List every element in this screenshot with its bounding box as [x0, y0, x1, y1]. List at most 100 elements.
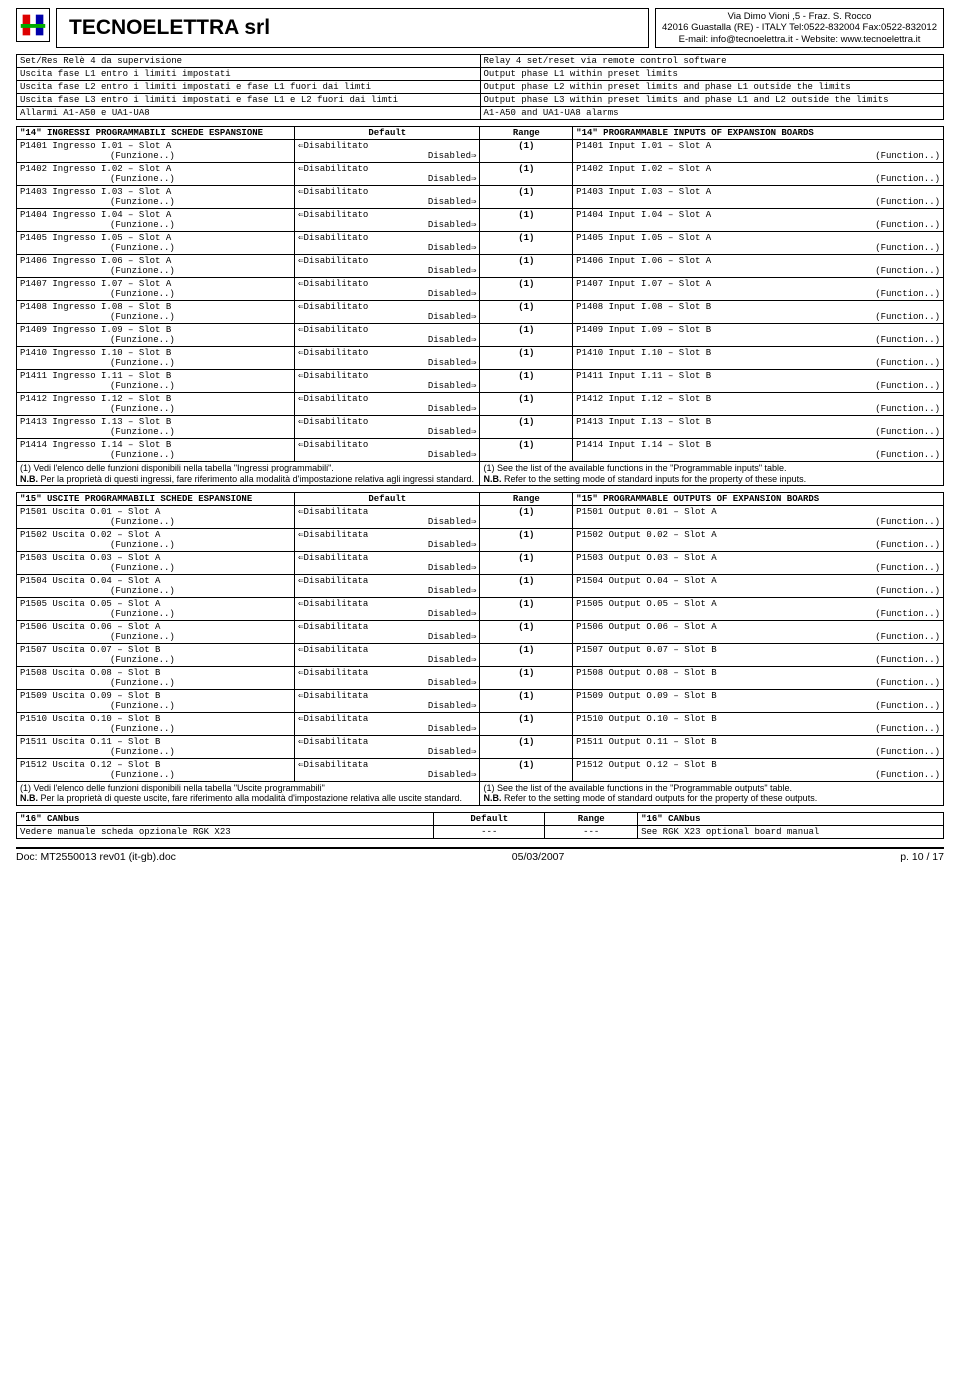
section14-row-4-it: P1405 Ingresso I.05 – Slot A(Funzione..): [17, 232, 295, 255]
section14-row-5-range: (1): [480, 255, 573, 278]
s14-h-it: "14" INGRESSI PROGRAMMABILI SCHEDE ESPAN…: [17, 127, 295, 140]
section15-row-4-range: (1): [480, 597, 573, 620]
section15-row-8-it: P1509 Uscita O.09 – Slot B(Funzione..): [17, 689, 295, 712]
section15-row-7-en: P1508 Output O.08 – Slot B(Function..): [573, 666, 944, 689]
section14-row-3-it: P1404 Ingresso I.04 – Slot A(Funzione..): [17, 209, 295, 232]
section14-row-1-en: P1402 Input I.02 – Slot A(Function..): [573, 163, 944, 186]
section15-row-3-en: P1504 Output O.04 – Slot A(Function..): [573, 574, 944, 597]
section14-row-9-en: P1410 Input I.10 – Slot B(Function..): [573, 347, 944, 370]
section15-row-4-en: P1505 Output O.05 – Slot A(Function..): [573, 597, 944, 620]
s14-h-range: Range: [480, 127, 573, 140]
section14-row-3-def: ⇐DisabilitatoDisabled⇒: [295, 209, 480, 232]
footer-date: 05/03/2007: [512, 851, 565, 863]
page-footer: Doc: MT2550013 rev01 (it-gb).doc 05/03/2…: [16, 847, 944, 863]
section15-row-10-en: P1511 Output O.11 – Slot B(Function..): [573, 735, 944, 758]
section15-row-11-en: P1512 Output O.12 – Slot B(Function..): [573, 758, 944, 781]
section14-row-4-range: (1): [480, 232, 573, 255]
section14-table: "14" INGRESSI PROGRAMMABILI SCHEDE ESPAN…: [16, 126, 944, 486]
section14-row-13-it: P1414 Ingresso I.14 – Slot B(Funzione..): [17, 439, 295, 462]
s16-h2: Default: [434, 812, 545, 825]
s15-h-en: "15" PROGRAMMABLE OUTPUTS OF EXPANSION B…: [573, 492, 944, 505]
section15-row-5-def: ⇐DisabilitataDisabled⇒: [295, 620, 480, 643]
section15-row-2-def: ⇐DisabilitataDisabled⇒: [295, 551, 480, 574]
section14-row-13-en: P1414 Input I.14 – Slot B(Function..): [573, 439, 944, 462]
section15-row-1-en: P1502 Output 0.02 – Slot A(Function..): [573, 528, 944, 551]
section15-row-6-def: ⇐DisabilitataDisabled⇒: [295, 643, 480, 666]
section14-row-9-it: P1410 Ingresso I.10 – Slot B(Funzione..): [17, 347, 295, 370]
section15-row-0-def: ⇐DisabilitataDisabled⇒: [295, 505, 480, 528]
section14-row-10-it: P1411 Ingresso I.11 – Slot B(Funzione..): [17, 370, 295, 393]
section15-row-1-range: (1): [480, 528, 573, 551]
section14-row-5-en: P1406 Input I.06 – Slot A(Function..): [573, 255, 944, 278]
addr-line3: E-mail: info@tecnoelettra.it - Website: …: [662, 34, 937, 45]
section14-row-6-range: (1): [480, 278, 573, 301]
s15-note-en: (1) See the list of the available functi…: [480, 781, 944, 805]
section15-row-1-def: ⇐DisabilitataDisabled⇒: [295, 528, 480, 551]
section15-row-4-def: ⇐DisabilitataDisabled⇒: [295, 597, 480, 620]
s15-h-range: Range: [480, 492, 573, 505]
section15-row-3-def: ⇐DisabilitataDisabled⇒: [295, 574, 480, 597]
s14-note-it: (1) Vedi l'elenco delle funzioni disponi…: [17, 462, 480, 486]
section15-row-5-it: P1506 Uscita O.06 – Slot A(Funzione..): [17, 620, 295, 643]
section14-row-0-def: ⇐DisabilitatoDisabled⇒: [295, 140, 480, 163]
section14-row-3-range: (1): [480, 209, 573, 232]
footer-doc: Doc: MT2550013 rev01 (it-gb).doc: [16, 851, 176, 863]
section14-row-12-en: P1413 Input I.13 – Slot B(Function..): [573, 416, 944, 439]
top-row-it-3: Uscita fase L3 entro i limiti impostati …: [17, 94, 481, 107]
top-table: Set/Res Relè 4 da supervisioneRelay 4 se…: [16, 54, 944, 120]
section14-row-8-it: P1409 Ingresso I.09 – Slot B(Funzione..): [17, 324, 295, 347]
section15-row-11-range: (1): [480, 758, 573, 781]
section15-row-2-en: P1503 Output O.03 – Slot A(Function..): [573, 551, 944, 574]
section14-row-6-it: P1407 Ingresso I.07 – Slot A(Funzione..): [17, 278, 295, 301]
section15-row-3-range: (1): [480, 574, 573, 597]
section14-row-3-en: P1404 Input I.04 – Slot A(Function..): [573, 209, 944, 232]
addr-line2: 42016 Guastalla (RE) - ITALY Tel:0522-83…: [662, 22, 937, 33]
logo-icon: [16, 8, 50, 42]
section15-row-11-it: P1512 Uscita O.12 – Slot B(Funzione..): [17, 758, 295, 781]
section14-row-11-it: P1412 Ingresso I.12 – Slot B(Funzione..): [17, 393, 295, 416]
s16-row-it: Vedere manuale scheda opzionale RGK X23: [17, 825, 434, 838]
section14-row-12-it: P1413 Ingresso I.13 – Slot B(Funzione..): [17, 416, 295, 439]
page-header: TECNOELETTRA srl Via Dimo Vioni ,5 - Fra…: [16, 8, 944, 48]
section15-row-11-def: ⇐DisabilitataDisabled⇒: [295, 758, 480, 781]
section15-row-8-en: P1509 Output O.09 – Slot B(Function..): [573, 689, 944, 712]
section14-row-7-range: (1): [480, 301, 573, 324]
section14-row-1-range: (1): [480, 163, 573, 186]
section14-row-12-def: ⇐DisabilitatoDisabled⇒: [295, 416, 480, 439]
section14-row-10-en: P1411 Input I.11 – Slot B(Function..): [573, 370, 944, 393]
s14-h-en: "14" PROGRAMMABLE INPUTS OF EXPANSION BO…: [573, 127, 944, 140]
s16-row-en: See RGK X23 optional board manual: [638, 825, 944, 838]
top-row-it-2: Uscita fase L2 entro i limiti impostati …: [17, 81, 481, 94]
section15-row-7-it: P1508 Uscita O.08 – Slot B(Funzione..): [17, 666, 295, 689]
section15-row-3-it: P1504 Uscita O.04 – Slot A(Funzione..): [17, 574, 295, 597]
company-address: Via Dimo Vioni ,5 - Fraz. S. Rocco 42016…: [655, 8, 944, 48]
section14-row-12-range: (1): [480, 416, 573, 439]
section14-row-9-def: ⇐DisabilitatoDisabled⇒: [295, 347, 480, 370]
company-name: TECNOELETTRA srl: [56, 8, 649, 48]
section14-row-5-def: ⇐DisabilitatoDisabled⇒: [295, 255, 480, 278]
section14-row-1-it: P1402 Ingresso I.02 – Slot A(Funzione..): [17, 163, 295, 186]
top-row-it-0: Set/Res Relè 4 da supervisione: [17, 55, 481, 68]
s16-h1: "16" CANbus: [17, 812, 434, 825]
top-row-it-4: Allarmi A1-A50 e UA1-UA8: [17, 107, 481, 120]
section14-row-0-range: (1): [480, 140, 573, 163]
section14-row-11-def: ⇐DisabilitatoDisabled⇒: [295, 393, 480, 416]
section14-row-11-en: P1412 Input I.12 – Slot B(Function..): [573, 393, 944, 416]
section15-row-7-def: ⇐DisabilitataDisabled⇒: [295, 666, 480, 689]
section15-row-1-it: P1502 Uscita O.02 – Slot A(Funzione..): [17, 528, 295, 551]
section14-row-6-def: ⇐DisabilitatoDisabled⇒: [295, 278, 480, 301]
s16-row-d2: ---: [545, 825, 638, 838]
section15-table: "15" USCITE PROGRAMMABILI SCHEDE ESPANSI…: [16, 492, 944, 806]
section14-row-1-def: ⇐DisabilitatoDisabled⇒: [295, 163, 480, 186]
section15-row-9-def: ⇐DisabilitataDisabled⇒: [295, 712, 480, 735]
section15-row-5-range: (1): [480, 620, 573, 643]
section14-row-0-en: P1401 Input I.01 – Slot A(Function..): [573, 140, 944, 163]
top-row-en-3: Output phase L3 within preset limits and…: [480, 94, 944, 107]
s15-h-it: "15" USCITE PROGRAMMABILI SCHEDE ESPANSI…: [17, 492, 295, 505]
top-row-en-0: Relay 4 set/reset via remote control sof…: [480, 55, 944, 68]
section14-row-8-en: P1409 Input I.09 – Slot B(Function..): [573, 324, 944, 347]
section15-row-4-it: P1505 Uscita O.05 – Slot A(Funzione..): [17, 597, 295, 620]
s14-note-en: (1) See the list of the available functi…: [480, 462, 944, 486]
section15-row-9-en: P1510 Output O.10 – Slot B(Function..): [573, 712, 944, 735]
section14-row-11-range: (1): [480, 393, 573, 416]
